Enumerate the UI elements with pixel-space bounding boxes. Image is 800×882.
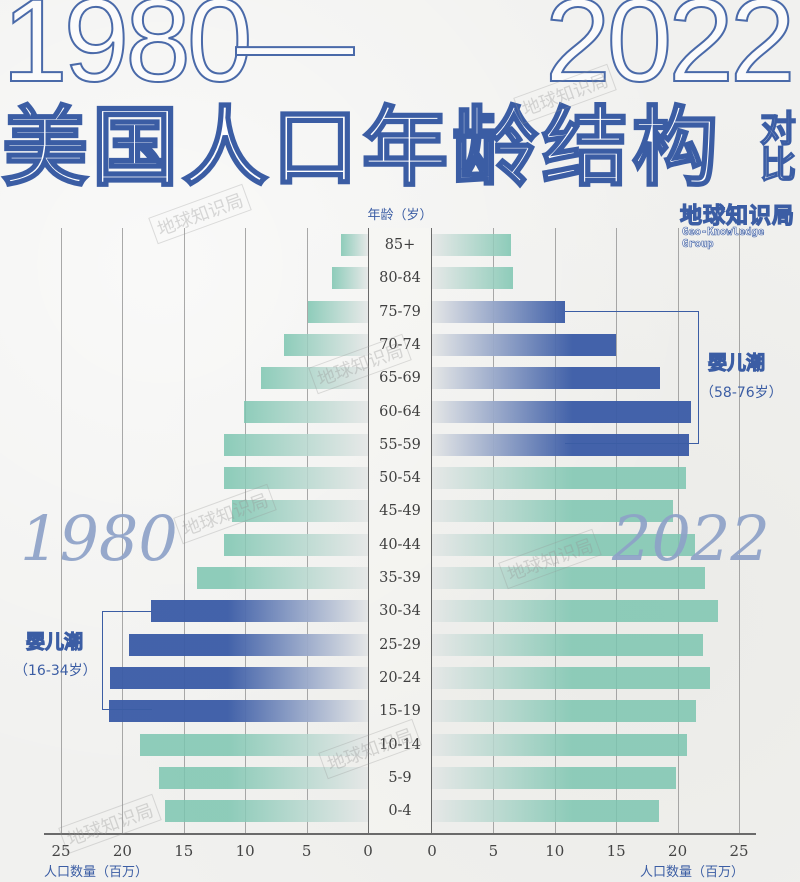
age-group-label: 85+ <box>384 237 416 253</box>
series-label-2022: 2022 <box>612 502 770 575</box>
gridline <box>616 228 618 833</box>
brand-logo-cn: 地球知识局 <box>679 203 796 229</box>
bar-1980-5-9 <box>159 766 368 789</box>
bar-1980-10-14 <box>139 733 368 756</box>
bar-2022-50-54 <box>432 467 687 490</box>
title-dash: — <box>235 0 355 107</box>
x-axis-title-left: 人口数量（百万） <box>44 865 149 880</box>
bar-2022-5-9 <box>432 766 677 789</box>
bar-1980-30-34 <box>150 600 368 623</box>
x-axis-line <box>44 833 756 835</box>
bar-2022-70-74 <box>432 333 617 356</box>
bar-2022-60-64 <box>432 400 692 423</box>
x-tick-right: 20 <box>668 842 688 860</box>
bar-1980-60-64 <box>243 400 368 423</box>
bar-1980-75-79 <box>307 300 368 323</box>
x-axis-title-right: 人口数量（百万） <box>640 865 745 880</box>
gridline <box>122 228 124 833</box>
baby-boom-title-right: 婴儿潮 <box>707 352 766 375</box>
age-group-label: 15-19 <box>379 703 421 720</box>
bar-2022-10-14 <box>432 733 688 756</box>
title-years: 1980 — 2022 <box>0 0 800 107</box>
bar-1980-25-29 <box>128 633 368 656</box>
bar-1980-70-74 <box>284 333 368 356</box>
title-year-start: 1980 <box>1 0 254 107</box>
x-tick-right: 5 <box>488 842 499 860</box>
age-group-label: 5-9 <box>388 769 412 786</box>
gridline <box>677 228 679 833</box>
age-label-column <box>368 228 432 833</box>
bar-2022-75-79 <box>432 300 565 323</box>
bar-2022-30-34 <box>432 600 719 623</box>
bar-2022-0-4 <box>432 800 660 823</box>
bar-2022-20-24 <box>432 666 710 689</box>
gridline <box>493 228 495 833</box>
bar-1980-65-69 <box>261 367 368 390</box>
gridline <box>554 228 556 833</box>
bar-1980-50-54 <box>224 467 368 490</box>
x-tick-right: 25 <box>729 842 749 860</box>
x-tick-left: 20 <box>112 842 132 860</box>
x-tick-right: 0 <box>427 842 437 860</box>
bar-2022-45-49 <box>432 500 673 523</box>
gridline <box>183 228 185 833</box>
x-tick-right: 15 <box>606 842 626 860</box>
age-group-label: 70-74 <box>379 336 421 353</box>
age-group-label: 40-44 <box>379 536 421 553</box>
gridline <box>245 228 247 833</box>
gridline <box>306 228 308 833</box>
x-tick-left: 25 <box>51 842 71 860</box>
bar-1980-85+ <box>340 234 368 256</box>
baby-boom-range-left: （16-34岁） <box>14 663 97 679</box>
age-group-label: 35-39 <box>379 570 421 586</box>
page-title: 美国人口年龄结构 <box>1 98 722 198</box>
bar-2022-65-69 <box>432 367 661 390</box>
brand-logo-en: Geo-Knowledge Group <box>682 226 765 251</box>
age-group-label: 25-29 <box>379 636 421 653</box>
age-group-label: 45-49 <box>379 503 421 520</box>
bar-2022-85+ <box>432 234 511 256</box>
age-group-label: 0-4 <box>388 803 412 820</box>
bar-1980-20-24 <box>110 666 368 689</box>
baby-boom-bracket-right <box>565 311 699 444</box>
gridline <box>739 228 740 833</box>
age-group-label: 75-79 <box>379 303 421 320</box>
bar-1980-45-49 <box>231 500 368 523</box>
bar-2022-35-39 <box>432 567 705 589</box>
bar-2022-40-44 <box>432 533 695 556</box>
age-group-label: 50-54 <box>379 470 421 487</box>
bar-1980-55-59 <box>224 433 368 456</box>
gridline <box>61 228 62 833</box>
bar-2022-15-19 <box>432 700 697 723</box>
age-group-label: 55-59 <box>379 436 421 453</box>
age-group-label: 20-24 <box>379 669 421 686</box>
x-tick-left: 5 <box>301 842 312 860</box>
bar-1980-35-39 <box>197 567 368 589</box>
category-axis-header: 年龄（岁） <box>367 208 433 223</box>
age-group-label: 80-84 <box>379 270 421 287</box>
bar-1980-15-19 <box>108 700 368 723</box>
title-year-end: 2022 <box>544 0 797 107</box>
x-tick-left: 15 <box>174 842 194 860</box>
bar-2022-55-59 <box>432 433 689 456</box>
baby-boom-range-right: （58-76岁） <box>700 385 783 401</box>
x-tick-left: 10 <box>235 842 255 860</box>
baby-boom-bracket-left <box>102 611 152 710</box>
age-group-label: 30-34 <box>379 603 421 620</box>
title-suffix: 对比 <box>759 109 797 186</box>
x-tick-left: 0 <box>363 842 373 860</box>
bar-1980-0-4 <box>165 800 368 823</box>
series-label-1980: 1980 <box>20 502 178 575</box>
baby-boom-title-left: 婴儿潮 <box>25 631 84 654</box>
age-group-label: 65-69 <box>379 370 421 387</box>
bar-2022-25-29 <box>432 633 704 656</box>
bar-1980-40-44 <box>224 533 368 556</box>
x-tick-right: 10 <box>545 842 565 860</box>
age-group-label: 10-14 <box>379 736 421 753</box>
bar-1980-80-84 <box>332 267 368 290</box>
age-group-label: 60-64 <box>379 403 421 420</box>
bar-2022-80-84 <box>432 267 514 290</box>
